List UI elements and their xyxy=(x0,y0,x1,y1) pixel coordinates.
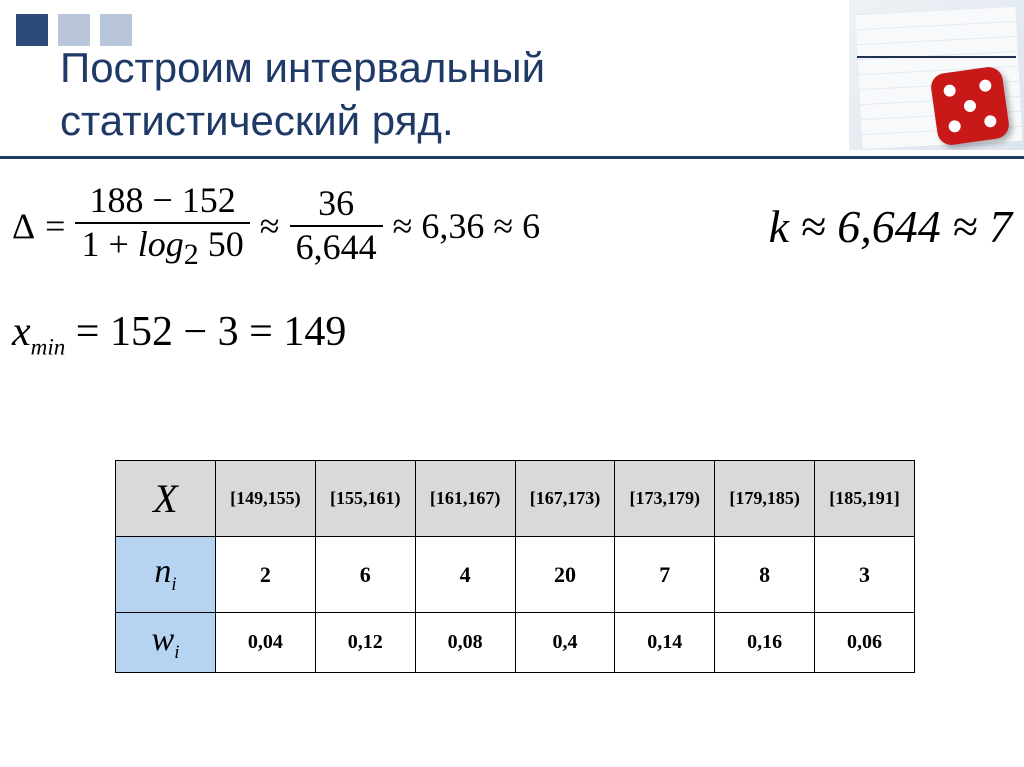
row-label-n: ni xyxy=(116,537,216,613)
title-underline xyxy=(0,156,1024,159)
k-formula: k ≈ 6,644 ≈ 7 xyxy=(769,200,1012,253)
fraction: 36 6,644 xyxy=(290,183,383,269)
interval-cell: [179,185) xyxy=(715,461,815,537)
w-cell: 0,04 xyxy=(216,613,316,673)
w-cell: 0,06 xyxy=(815,613,915,673)
fraction: 188 − 152 1 + log2 50 xyxy=(75,180,249,272)
n-cell: 6 xyxy=(315,537,415,613)
n-cell: 8 xyxy=(715,537,815,613)
interval-cell: [173,179) xyxy=(615,461,715,537)
title-line: статистический ряд. xyxy=(60,97,454,144)
row-label-X: X xyxy=(116,461,216,537)
approx-sign: ≈ xyxy=(260,205,280,247)
equals-sign: = xyxy=(45,205,65,247)
n-cell: 2 xyxy=(216,537,316,613)
numerator: 36 xyxy=(312,183,360,225)
corner-illustration xyxy=(849,0,1024,150)
numerator: 188 − 152 xyxy=(83,180,241,222)
interval-cell: [155,161) xyxy=(315,461,415,537)
approx-result: ≈ 6,36 ≈ 6 xyxy=(393,205,541,247)
n-cell: 7 xyxy=(615,537,715,613)
decor-square xyxy=(16,14,48,46)
n-cell: 20 xyxy=(515,537,615,613)
interval-cell: [149,155) xyxy=(216,461,316,537)
xmin-formula: xmin = 152 − 3 = 149 xyxy=(12,308,1012,360)
row-label-w: wi xyxy=(116,613,216,673)
w-cell: 0,12 xyxy=(315,613,415,673)
delta-symbol: Δ xyxy=(12,205,35,247)
interval-cell: [167,173) xyxy=(515,461,615,537)
denominator: 6,644 xyxy=(290,227,383,269)
denominator: 1 + log2 50 xyxy=(75,224,249,273)
n-cell: 4 xyxy=(415,537,515,613)
w-cell: 0,08 xyxy=(415,613,515,673)
table-row-intervals: X [149,155) [155,161) [161,167) [167,173… xyxy=(116,461,915,537)
formula-block: Δ = 188 − 152 1 + log2 50 ≈ 36 6,644 ≈ 6… xyxy=(12,180,1012,361)
die-icon xyxy=(929,65,1010,146)
slide-title: Построим интервальный статистический ряд… xyxy=(60,42,545,147)
n-cell: 3 xyxy=(815,537,915,613)
interval-table: X [149,155) [155,161) [161,167) [167,173… xyxy=(115,460,915,673)
interval-cell: [161,167) xyxy=(415,461,515,537)
interval-cell: [185,191] xyxy=(815,461,915,537)
w-cell: 0,4 xyxy=(515,613,615,673)
table-row-n: ni 2 6 4 20 7 8 3 xyxy=(116,537,915,613)
w-cell: 0,16 xyxy=(715,613,815,673)
title-line: Построим интервальный xyxy=(60,44,545,91)
table-row-w: wi 0,04 0,12 0,08 0,4 0,14 0,16 0,06 xyxy=(116,613,915,673)
w-cell: 0,14 xyxy=(615,613,715,673)
